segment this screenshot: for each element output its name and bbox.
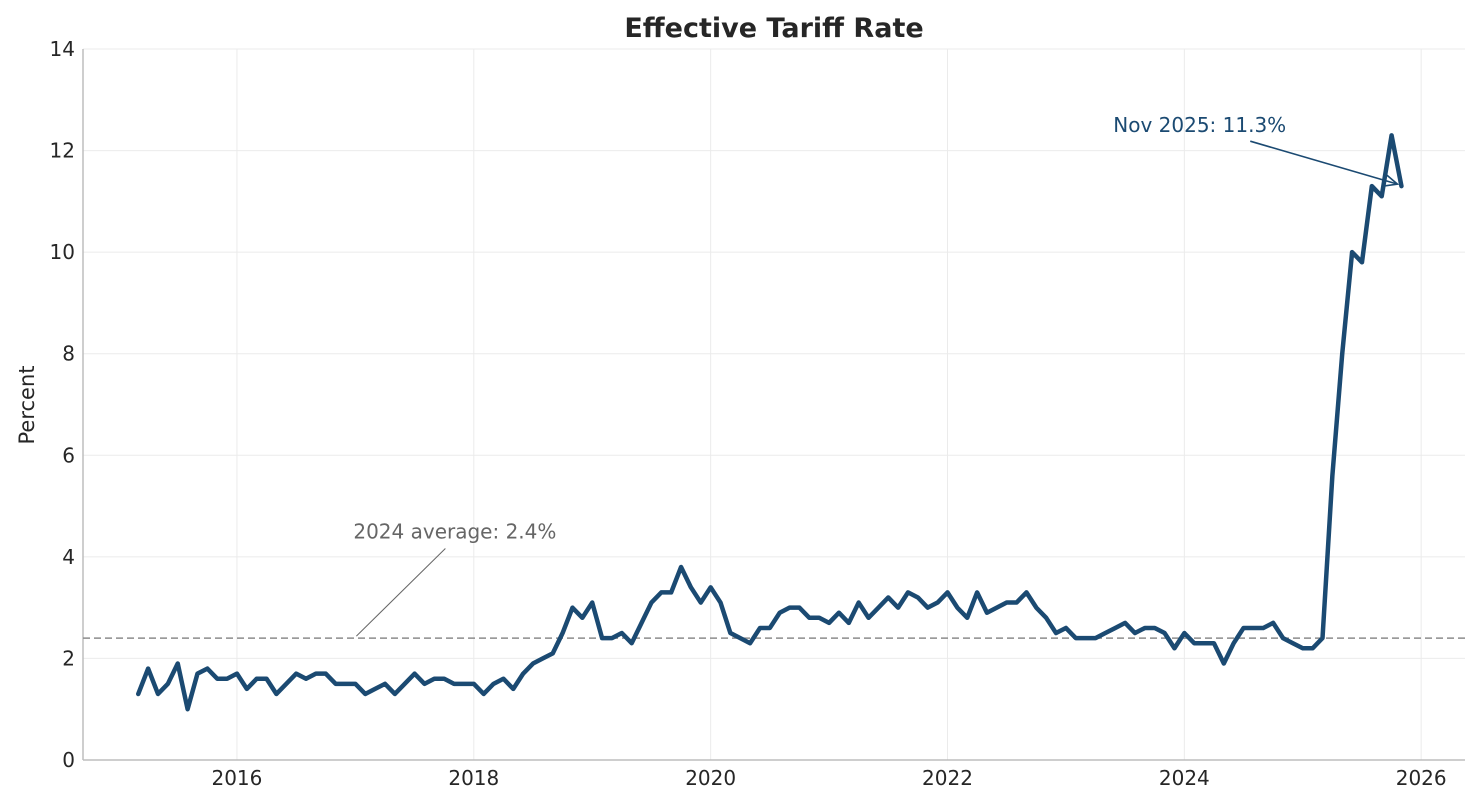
latest-annotation-text: Nov 2025: 11.3% <box>1113 113 1286 137</box>
latest-annotation-arrow-line <box>1250 140 1398 185</box>
chart-title: Effective Tariff Rate <box>624 13 923 44</box>
reference-annotation-leader <box>356 548 446 637</box>
y-tick-label-8: 8 <box>62 342 75 366</box>
x-tick-label-2026: 2026 <box>1396 766 1447 790</box>
series-line-effective-tariff-rate <box>136 133 1404 712</box>
x-tick-label-2024: 2024 <box>1159 766 1210 790</box>
latest-annotation-arrowhead <box>1381 173 1400 188</box>
x-tick-label-2018: 2018 <box>448 766 499 790</box>
annotations: 2024 average: 2.4% Nov 2025: 11.3% <box>353 113 1400 637</box>
x-tick-label-2016: 2016 <box>211 766 262 790</box>
reference-annotation-text: 2024 average: 2.4% <box>353 519 556 543</box>
x-tick-label-2022: 2022 <box>922 766 973 790</box>
y-tick-label-10: 10 <box>50 240 75 264</box>
x-tick-label-2020: 2020 <box>685 766 736 790</box>
y-tick-label-0: 0 <box>62 748 75 772</box>
y-tick-label-14: 14 <box>50 37 75 61</box>
y-axis-label: Percent <box>15 365 39 444</box>
y-tick-label-12: 12 <box>50 139 75 163</box>
grid <box>83 48 1465 761</box>
y-tick-label-6: 6 <box>62 443 75 467</box>
y-tick-label-2: 2 <box>62 646 75 670</box>
tick-labels: 0 2 4 6 8 10 12 14 2016 2018 2020 2022 2024 2026 <box>50 37 1447 790</box>
y-tick-label-4: 4 <box>62 545 75 569</box>
